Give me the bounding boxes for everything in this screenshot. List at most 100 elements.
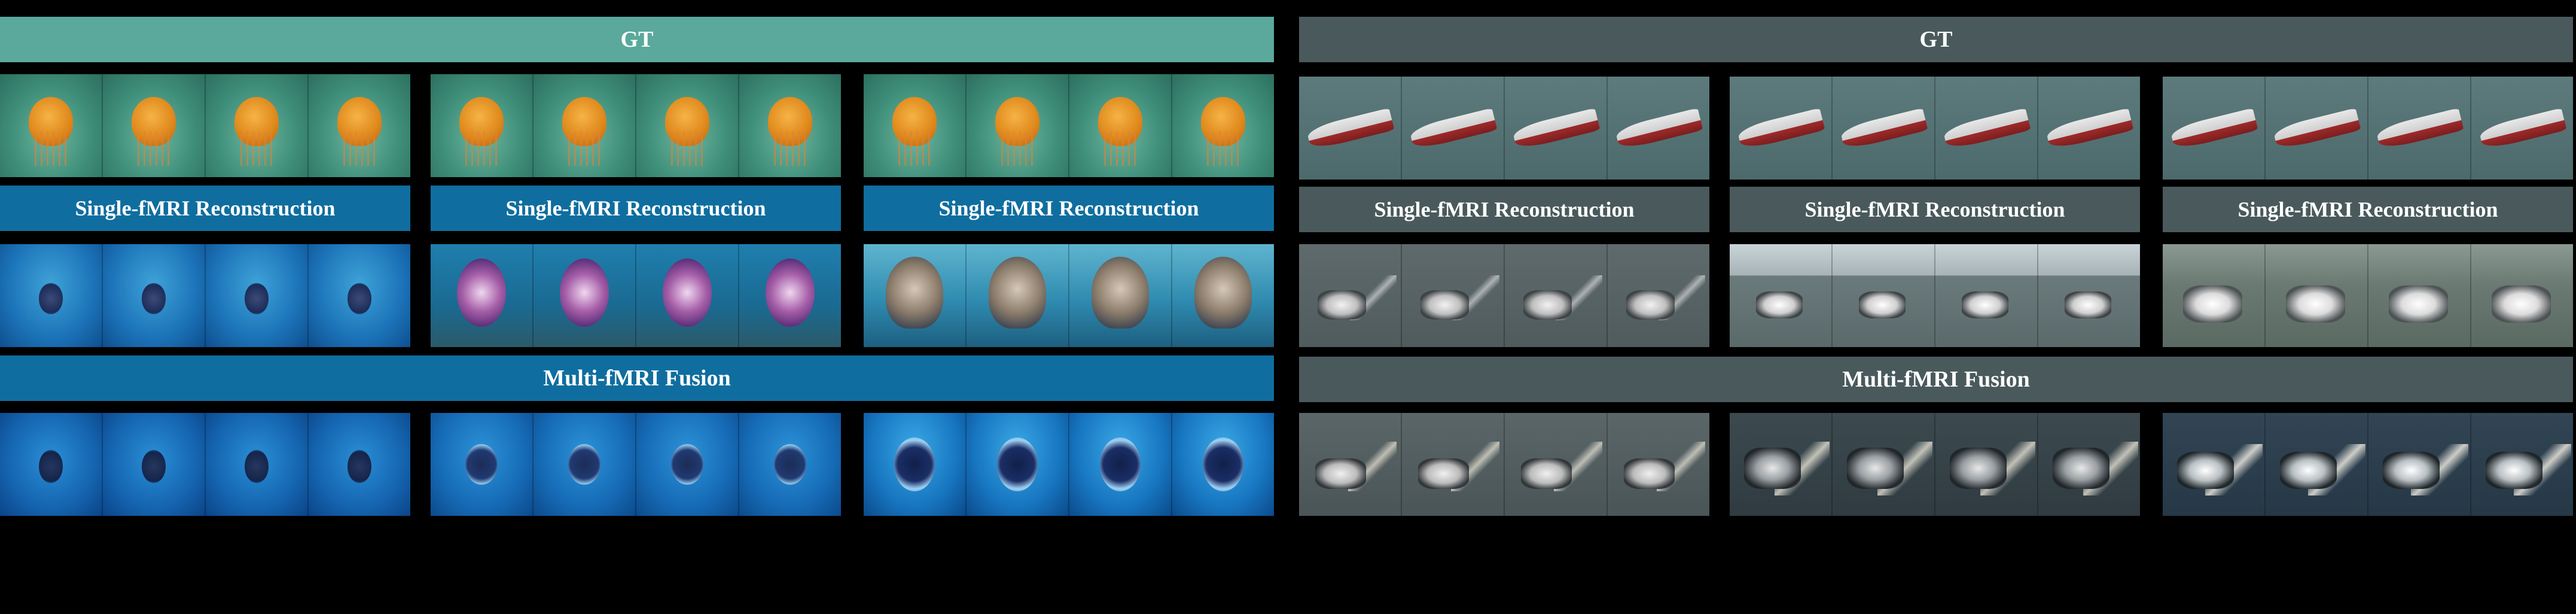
frame xyxy=(2037,244,2140,347)
gt-strip-1 xyxy=(0,74,410,177)
frame xyxy=(205,244,307,347)
frame xyxy=(431,413,532,516)
frame xyxy=(2367,77,2470,180)
fusion-strip-1 xyxy=(1299,413,1709,516)
frame xyxy=(0,244,102,347)
frame xyxy=(965,413,1068,516)
frame xyxy=(307,244,410,347)
frame xyxy=(2470,77,2573,180)
frame xyxy=(1401,413,1504,516)
frame xyxy=(738,413,841,516)
frame xyxy=(431,74,532,177)
frame xyxy=(738,244,841,347)
frame xyxy=(1606,77,1709,180)
frame xyxy=(1299,77,1401,180)
frame xyxy=(1068,413,1171,516)
frame xyxy=(2037,77,2140,180)
frame xyxy=(864,74,965,177)
frame xyxy=(0,74,102,177)
frame xyxy=(205,74,307,177)
frame xyxy=(1504,413,1606,516)
frame xyxy=(1171,74,1274,177)
frame xyxy=(1831,77,1934,180)
frame xyxy=(2470,244,2573,347)
frame xyxy=(1606,413,1709,516)
frame xyxy=(1934,413,2037,516)
frame xyxy=(307,413,410,516)
fusion-header: Multi-fMRI Fusion xyxy=(0,355,1274,401)
frame xyxy=(965,74,1068,177)
single-recon-label-3: Single-fMRI Reconstruction xyxy=(2163,187,2573,232)
frame xyxy=(307,74,410,177)
single-recon-strip-1 xyxy=(1299,244,1709,347)
frame xyxy=(2163,244,2264,347)
frame xyxy=(102,244,205,347)
single-recon-strip-3 xyxy=(864,244,1274,347)
frame xyxy=(1171,413,1274,516)
gt-strip-2 xyxy=(1730,77,2140,180)
frame xyxy=(1171,244,1274,347)
single-recon-strip-1 xyxy=(0,244,410,347)
frame xyxy=(1831,413,1934,516)
frame xyxy=(1401,77,1504,180)
frame xyxy=(738,74,841,177)
single-recon-label-3: Single-fMRI Reconstruction xyxy=(864,186,1274,231)
frame xyxy=(1504,77,1606,180)
frame xyxy=(635,413,738,516)
fusion-strip-1 xyxy=(0,413,410,516)
frame xyxy=(2163,77,2264,180)
frame xyxy=(965,244,1068,347)
frame xyxy=(205,413,307,516)
single-recon-strip-3 xyxy=(2163,244,2573,347)
fusion-strip-3 xyxy=(2163,413,2573,516)
frame xyxy=(1068,244,1171,347)
frame xyxy=(1730,413,1831,516)
frame xyxy=(635,74,738,177)
frame xyxy=(532,244,635,347)
frame xyxy=(2163,413,2264,516)
frame xyxy=(102,74,205,177)
gt-strip-3 xyxy=(864,74,1274,177)
single-recon-label-1: Single-fMRI Reconstruction xyxy=(0,186,410,231)
fusion-header: Multi-fMRI Fusion xyxy=(1299,357,2573,402)
gt-strip-2 xyxy=(431,74,841,177)
frame xyxy=(0,413,102,516)
frame xyxy=(1934,77,2037,180)
gt-header: GT xyxy=(1299,17,2573,62)
frame xyxy=(1730,77,1831,180)
single-recon-label-2: Single-fMRI Reconstruction xyxy=(1730,187,2140,232)
frame xyxy=(1831,244,1934,347)
gt-strip-1 xyxy=(1299,77,1709,180)
frame xyxy=(532,413,635,516)
single-recon-label-1: Single-fMRI Reconstruction xyxy=(1299,187,1709,232)
frame xyxy=(1504,244,1606,347)
frame xyxy=(1606,244,1709,347)
frame xyxy=(1299,244,1401,347)
fusion-strip-3 xyxy=(864,413,1274,516)
fusion-strip-2 xyxy=(1730,413,2140,516)
frame xyxy=(635,244,738,347)
frame xyxy=(102,413,205,516)
ship-panel: GT Single-fMRI Reconstruction Single-fMR… xyxy=(1299,0,2573,614)
gt-header: GT xyxy=(0,17,1274,62)
gt-strip-3 xyxy=(2163,77,2573,180)
frame xyxy=(1299,413,1401,516)
frame xyxy=(1068,74,1171,177)
frame xyxy=(864,413,965,516)
frame xyxy=(2264,244,2367,347)
frame xyxy=(2367,244,2470,347)
single-recon-strip-2 xyxy=(431,244,841,347)
frame xyxy=(532,74,635,177)
frame xyxy=(864,244,965,347)
frame xyxy=(2367,413,2470,516)
jellyfish-panel: GT Single-fMRI Reconstruction Single-fMR… xyxy=(0,0,1274,614)
frame xyxy=(1730,244,1831,347)
frame xyxy=(2264,413,2367,516)
fusion-strip-2 xyxy=(431,413,841,516)
frame xyxy=(1401,244,1504,347)
frame xyxy=(2264,77,2367,180)
frame xyxy=(1934,244,2037,347)
single-recon-strip-2 xyxy=(1730,244,2140,347)
frame xyxy=(431,244,532,347)
frame xyxy=(2470,413,2573,516)
